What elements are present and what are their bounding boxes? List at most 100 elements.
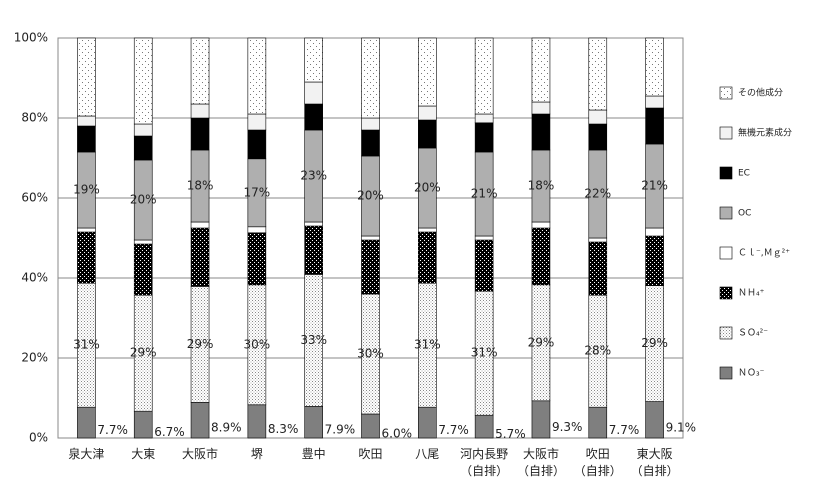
bar-segment (418, 105, 437, 121)
x-tick-label: 吹田 (358, 447, 382, 461)
bar-segment (645, 235, 664, 286)
data-label: 20% (130, 193, 157, 207)
data-label: 29% (130, 346, 157, 360)
legend-label: EC (738, 169, 750, 179)
bar-segment (190, 103, 210, 119)
data-label: 29% (187, 337, 214, 351)
bar-segment (588, 241, 608, 296)
bar-segment (531, 227, 551, 286)
bar-segment (77, 231, 96, 284)
data-label: 31% (73, 338, 100, 352)
bar-segment (133, 123, 153, 137)
bar-segment (361, 413, 380, 439)
bar-segment (418, 37, 437, 107)
bar-segment (190, 402, 210, 439)
x-tick-label: 堺 (251, 447, 263, 461)
data-label: 22% (584, 187, 611, 201)
bar-segment (645, 95, 664, 109)
legend-swatch (719, 166, 733, 180)
bar-segment (645, 227, 664, 237)
data-label: 21% (641, 179, 668, 193)
data-label: 30% (244, 337, 271, 351)
data-label: 28% (584, 344, 611, 358)
y-tick-label: 60% (21, 191, 48, 205)
bar-segment (361, 235, 380, 241)
bar-segment (190, 221, 210, 229)
data-label: 9.1% (666, 420, 697, 434)
data-label: 20% (357, 189, 384, 203)
x-tick-label: 吹田（自排） (574, 447, 622, 478)
data-label: 30% (357, 347, 384, 361)
data-label: 8.9% (211, 421, 242, 435)
x-tick-label: 大東 (131, 447, 155, 461)
bar-segment (645, 401, 664, 439)
legend-swatch (719, 286, 733, 300)
data-label: 29% (641, 336, 668, 350)
bar-segment (474, 414, 494, 439)
data-label: 31% (414, 338, 441, 352)
data-label: 21% (471, 187, 498, 201)
bar-segment (588, 123, 608, 151)
data-label: 7.7% (438, 423, 469, 437)
x-tick-label: 八尾 (415, 447, 439, 461)
bar-segment (133, 239, 153, 245)
bar-segment (474, 235, 494, 241)
bar-segment (361, 37, 380, 119)
data-label: 20% (414, 181, 441, 195)
legend-label: その他成分 (738, 87, 783, 99)
bar-segment (418, 406, 437, 439)
bar-segment (531, 113, 551, 151)
legend-label: Ｃｌ⁻,Ｍｇ²⁺ (738, 248, 790, 259)
bar-segment (304, 37, 323, 83)
legend-swatch (719, 86, 733, 100)
bar-segment (474, 37, 494, 115)
data-label: 18% (528, 179, 555, 193)
x-tick-label: 大阪市 (182, 446, 218, 461)
data-label: 8.3% (268, 422, 299, 436)
bar-segment (418, 227, 437, 233)
bar-segment (247, 113, 267, 131)
bar-segment (77, 406, 96, 439)
bar-segment (361, 129, 380, 157)
data-label: 17% (244, 185, 271, 199)
bar-segment (133, 37, 153, 125)
x-tick-label: 東大阪（自排） (631, 447, 679, 478)
bar-segment (304, 406, 323, 439)
bar-segment (531, 221, 551, 229)
bar-segment (645, 37, 664, 97)
bar-segment (474, 122, 494, 153)
legend-label: OC (738, 209, 751, 219)
bar-segment (77, 37, 96, 117)
bar-segment (588, 406, 608, 439)
legend-swatch (719, 126, 733, 140)
bar-segment (247, 232, 267, 286)
bar-segment (531, 101, 551, 115)
y-tick-label: 80% (21, 111, 48, 125)
bar-segment (304, 103, 323, 131)
data-label: 6.7% (154, 425, 185, 439)
bar-segment (361, 117, 380, 131)
data-label: 19% (73, 183, 100, 197)
bar-segment (190, 37, 210, 105)
bar-segment (418, 119, 437, 149)
x-tick-label: 河内長野（自排） (460, 447, 508, 478)
bar-segment (588, 37, 608, 111)
data-label: 29% (528, 335, 555, 349)
data-label: 7.7% (609, 423, 640, 437)
bar-segment (133, 410, 153, 439)
bar-segment (418, 231, 437, 284)
data-label: 5.7% (495, 427, 526, 441)
legend-swatch (719, 206, 733, 220)
bar-segment (247, 37, 267, 115)
bar-segment (361, 239, 380, 295)
y-tick-label: 0% (29, 431, 48, 445)
bar-segment (190, 117, 210, 151)
data-label: 7.9% (325, 423, 356, 437)
y-tick-label: 20% (21, 351, 48, 365)
data-label: 18% (187, 179, 214, 193)
legend-label: ＮＨ₄⁺ (738, 289, 765, 299)
data-label: 6.0% (382, 427, 413, 441)
legend-label: 無機元素成分 (738, 127, 792, 139)
bar-segment (190, 227, 210, 287)
